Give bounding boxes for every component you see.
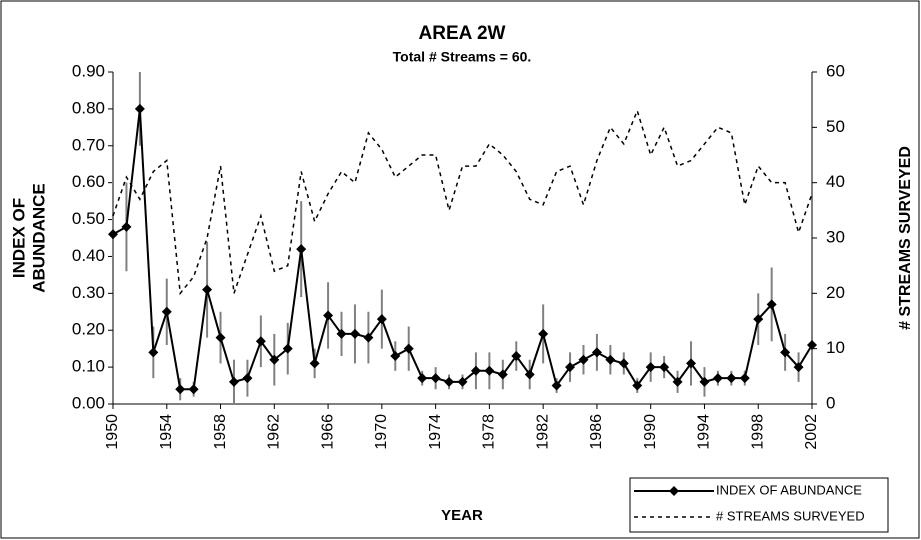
data-point [780, 347, 791, 358]
y2-tick-label: 50 [826, 117, 845, 136]
chart-subtitle: Total # Streams = 60. [393, 49, 532, 65]
data-point [202, 284, 213, 295]
data-point [605, 354, 616, 365]
x-tick-label: 1990 [642, 414, 659, 450]
data-point [807, 339, 817, 350]
data-point [376, 314, 387, 325]
x-tick-label: 1970 [373, 414, 390, 450]
data-point [739, 373, 750, 384]
data-point [686, 358, 697, 369]
y-tick-label: 0.00 [72, 393, 105, 412]
data-point [578, 354, 589, 365]
y-tick-label: 0.20 [72, 320, 105, 339]
y-axis-label: INDEX OF [9, 198, 28, 278]
data-point [565, 362, 576, 373]
data-point [323, 310, 334, 321]
data-point [645, 362, 656, 373]
data-point [511, 351, 522, 362]
legend-label: INDEX OF ABUNDANCE [716, 482, 862, 497]
data-point [390, 351, 401, 362]
x-tick-label: 1954 [158, 414, 175, 450]
x-tick-label: 1966 [319, 414, 336, 450]
x-tick-label: 2002 [803, 414, 820, 450]
data-point [309, 358, 320, 369]
series-line [112, 108, 813, 296]
data-point [363, 332, 374, 343]
y-axis-label: ABUNDANCE [29, 183, 48, 293]
data-point [659, 362, 670, 373]
y-tick-label: 0.40 [72, 246, 105, 265]
data-point [551, 380, 562, 391]
data-point [632, 380, 643, 391]
data-point [215, 332, 226, 343]
data-point [417, 373, 428, 384]
data-point [538, 328, 549, 339]
data-point [134, 103, 145, 114]
data-point [444, 376, 455, 387]
data-point [121, 221, 132, 232]
data-point [591, 347, 602, 358]
data-point [282, 343, 293, 354]
y-tick-label: 0.60 [72, 172, 105, 191]
y2-axis-label: # STREAMS SURVEYED [897, 146, 914, 330]
data-point [470, 365, 481, 376]
data-point [766, 299, 777, 310]
y-tick-label: 0.80 [72, 98, 105, 117]
legend-marker [669, 486, 679, 496]
data-point [108, 229, 118, 240]
x-tick-label: 1994 [696, 414, 713, 450]
data-point [161, 306, 172, 317]
x-tick-label: 1982 [534, 414, 551, 450]
data-point [296, 244, 307, 255]
x-tick-label: 1998 [749, 414, 766, 450]
data-point [175, 384, 186, 395]
data-point [255, 336, 266, 347]
y-tick-label: 0.70 [72, 135, 105, 154]
x-tick-label: 1958 [212, 414, 229, 450]
y-tick-label: 0.90 [72, 61, 105, 80]
chart-title: AREA 2W [419, 23, 506, 44]
x-tick-label: 1974 [427, 414, 444, 450]
data-point [524, 369, 535, 380]
y2-tick-label: 20 [826, 283, 845, 302]
data-point [726, 373, 737, 384]
y2-tick-label: 40 [826, 172, 845, 191]
y-tick-label: 0.50 [72, 209, 105, 228]
data-point [753, 314, 764, 325]
y2-tick-label: 30 [826, 227, 845, 246]
data-point [242, 373, 253, 384]
data-point [484, 365, 495, 376]
data-point [793, 362, 804, 373]
data-point [497, 369, 508, 380]
data-point [148, 347, 159, 358]
data-point [457, 376, 468, 387]
data-point [618, 358, 629, 369]
legend-label: # STREAMS SURVEYED [716, 508, 865, 523]
data-point [403, 343, 414, 354]
x-tick-label: 1978 [481, 414, 498, 450]
data-point [712, 373, 723, 384]
x-tick-label: 1962 [266, 414, 283, 450]
data-point [188, 384, 199, 395]
x-tick-label: 1950 [104, 414, 121, 450]
y2-tick-label: 60 [826, 61, 845, 80]
data-point [349, 328, 360, 339]
x-axis-label: YEAR [441, 507, 483, 524]
y-tick-label: 0.30 [72, 283, 105, 302]
data-point [336, 328, 347, 339]
data-point [430, 373, 441, 384]
y2-tick-label: 10 [826, 338, 845, 357]
data-point [269, 354, 280, 365]
data-point [672, 376, 683, 387]
data-point [699, 376, 710, 387]
y2-tick-label: 0 [826, 393, 835, 412]
x-tick-label: 1986 [588, 414, 605, 450]
y-tick-label: 0.10 [72, 357, 105, 376]
data-point [228, 376, 239, 387]
